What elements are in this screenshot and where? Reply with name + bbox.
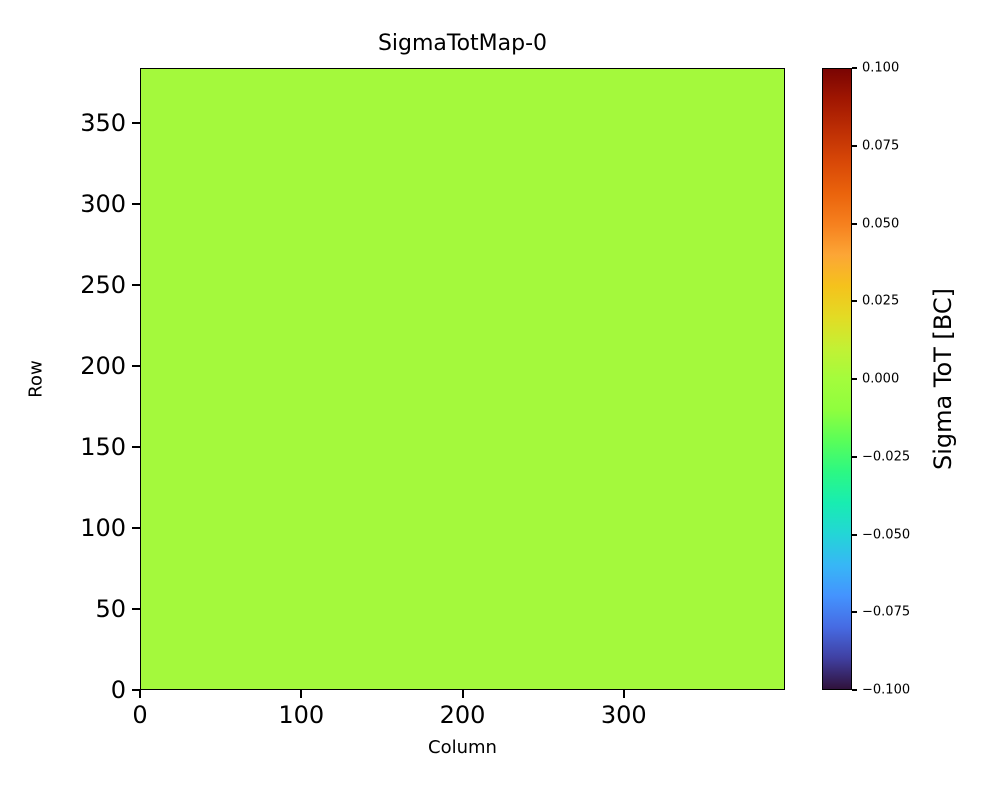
x-tick-mark (622, 690, 625, 698)
y-tick-mark (132, 689, 140, 691)
y-tick-label: 0 (110, 676, 126, 704)
y-tick-mark (132, 122, 140, 125)
cb-tick-mark (852, 611, 857, 614)
y-axis-label: Row (25, 360, 47, 398)
cb-tick-mark (852, 300, 857, 303)
x-tick-mark (139, 690, 141, 698)
cb-tick-label: 0.100 (862, 60, 900, 76)
x-tick-mark (300, 690, 303, 698)
y-tick-mark (132, 284, 140, 287)
cb-tick-label: −0.100 (862, 682, 911, 698)
cb-tick-label: −0.050 (862, 527, 911, 542)
cb-tick-label: 0.050 (862, 216, 900, 231)
y-axis: 0 50 100 150 200 250 300 350 (0, 68, 140, 704)
cb-tick-mark (852, 378, 857, 380)
x-tick-label: 200 (439, 701, 486, 729)
y-tick-label: 350 (80, 109, 126, 138)
cb-tick-label: −0.075 (862, 604, 911, 620)
y-tick-mark (132, 527, 140, 530)
cb-tick-mark (852, 455, 857, 458)
y-tick-label: 200 (80, 352, 126, 381)
cb-tick-label: 0.000 (862, 371, 900, 387)
colorbar-gradient (822, 68, 852, 690)
x-axis: 0 100 200 300 (132, 690, 785, 736)
y-tick-mark (132, 365, 140, 368)
cb-tick-mark (852, 67, 857, 69)
x-tick-label: 0 (132, 701, 148, 729)
cb-tick-label: 0.075 (862, 138, 900, 154)
cb-tick-mark (852, 533, 857, 536)
cb-tick-mark (852, 222, 857, 225)
colorbar-axis: 0.100 0.075 0.050 0.025 0.000 −0.025 −0.050 −0.… (852, 61, 998, 698)
y-tick-label: 50 (95, 595, 126, 624)
y-tick-label: 150 (80, 433, 126, 462)
cb-tick-label: −0.025 (862, 449, 911, 465)
y-tick-label: 250 (80, 271, 126, 300)
chart-title: SigmaTotMap-0 (377, 31, 548, 56)
y-tick-mark (132, 608, 140, 611)
x-axis-label: Column (428, 737, 497, 758)
x-tick-label: 100 (278, 701, 325, 729)
cb-tick-label: 0.025 (862, 293, 900, 309)
y-tick-label: 300 (80, 190, 126, 219)
x-tick-label: 300 (600, 701, 647, 729)
y-tick-label: 100 (80, 514, 126, 543)
colorbar-label: Sigma ToT [BC] (929, 288, 957, 470)
x-tick-mark (461, 690, 464, 698)
y-tick-mark (132, 203, 140, 206)
y-tick-mark (132, 446, 140, 449)
cb-tick-mark (852, 144, 857, 147)
cb-tick-mark (852, 689, 857, 691)
heatmap-plot (140, 68, 785, 690)
